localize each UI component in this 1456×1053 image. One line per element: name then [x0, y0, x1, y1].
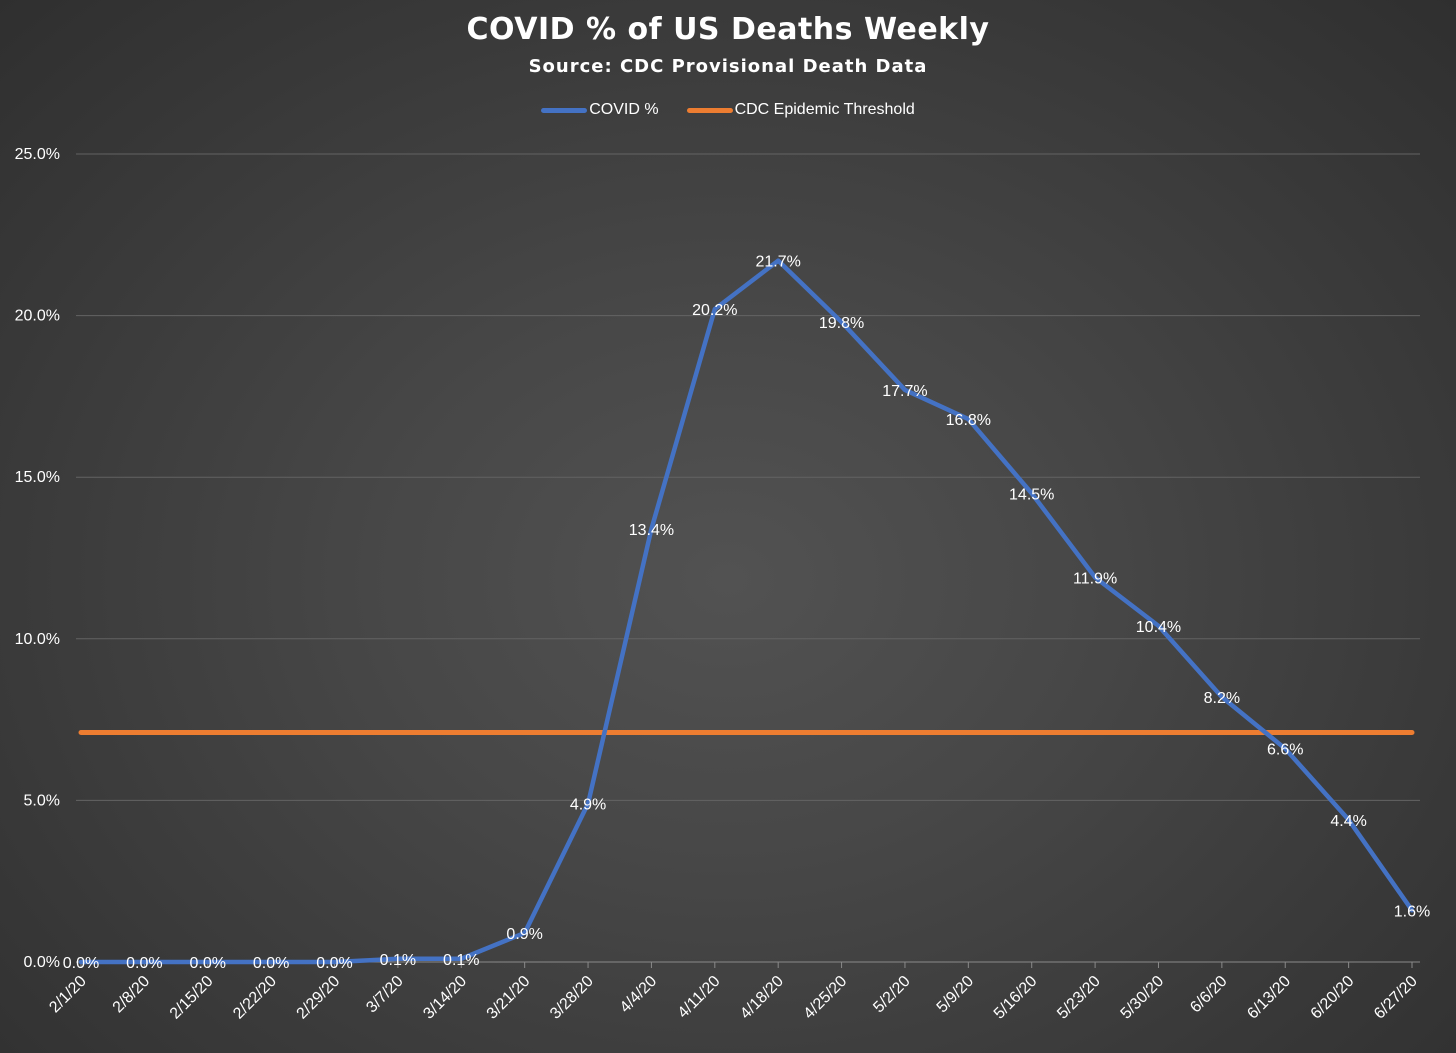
covid-data-point	[586, 801, 591, 806]
covid-data-label: 6.6%	[1267, 742, 1303, 759]
covid-data-label: 14.5%	[1009, 486, 1054, 503]
legend-item-threshold: CDC Epidemic Threshold	[686, 101, 915, 119]
legend-label-covid: COVID %	[589, 101, 659, 118]
x-tick-label: 4/18/20	[737, 973, 787, 1023]
covid-data-point	[79, 960, 83, 964]
y-tick-label: 5.0%	[24, 792, 60, 809]
covid-data-label: 0.1%	[443, 952, 479, 969]
x-tick-label: 6/20/20	[1308, 973, 1358, 1023]
covid-data-label: 19.8%	[819, 315, 864, 332]
x-tick-label: 5/23/20	[1054, 973, 1104, 1023]
covid-data-label: 0.9%	[506, 926, 542, 943]
x-tick-label: 5/2/20	[870, 973, 914, 1017]
covid-data-point	[712, 307, 717, 312]
covid-data-point	[1029, 491, 1034, 496]
covid-data-point	[269, 960, 274, 964]
x-tick-label: 2/15/20	[167, 973, 217, 1023]
x-tick-label: 6/13/20	[1244, 973, 1294, 1023]
covid-data-point	[776, 258, 781, 263]
x-tick-label: 2/29/20	[294, 973, 344, 1023]
covid-data-label: 13.4%	[629, 522, 674, 539]
covid-data-point	[395, 956, 400, 961]
chart-subtitle: Source: CDC Provisional Death Data	[528, 56, 928, 77]
covid-data-label: 0.0%	[63, 955, 99, 972]
y-tick-label: 10.0%	[15, 631, 60, 648]
covid-data-point	[649, 526, 654, 531]
chart-legend: COVID % CDC Epidemic Threshold	[0, 101, 1456, 119]
x-tick-label: 5/16/20	[991, 973, 1041, 1023]
covid-data-label: 0.0%	[126, 955, 162, 972]
covid-data-label: 16.8%	[946, 412, 991, 429]
covid-data-label: 4.9%	[570, 797, 606, 814]
chart-title: COVID % of US Deaths Weekly	[466, 12, 990, 47]
covid-data-point	[522, 930, 527, 935]
covid-series-line	[78, 258, 1415, 965]
covid-data-point	[1346, 817, 1351, 822]
y-tick-label: 25.0%	[15, 146, 60, 163]
covid-data-label: 8.2%	[1204, 690, 1240, 707]
x-tick-label: 3/7/20	[363, 973, 407, 1017]
legend-swatch-covid	[541, 107, 588, 113]
x-tick-label: 6/6/20	[1187, 973, 1231, 1017]
covid-data-point	[902, 387, 907, 392]
x-tick-label: 3/14/20	[420, 973, 470, 1023]
covid-data-label: 0.0%	[316, 955, 352, 972]
covid-data-point	[966, 417, 971, 422]
covid-data-label: 10.4%	[1136, 619, 1181, 636]
covid-data-point	[1283, 746, 1288, 751]
y-tick-label: 15.0%	[15, 469, 60, 486]
covid-data-label: 4.4%	[1330, 813, 1366, 830]
covid-data-label: 11.9%	[1073, 570, 1117, 587]
x-tick-label: 4/11/20	[675, 973, 724, 1022]
covid-data-point	[205, 960, 210, 964]
covid-data-point	[459, 956, 464, 961]
x-tick-label: 4/4/20	[617, 973, 661, 1017]
covid-data-label: 0.0%	[253, 955, 289, 972]
legend-label-threshold: CDC Epidemic Threshold	[734, 101, 915, 118]
covid-data-point	[839, 320, 844, 325]
covid-data-point	[1093, 575, 1098, 580]
covid-data-point	[332, 960, 337, 964]
x-tick-label: 2/22/20	[230, 973, 280, 1023]
covid-data-point	[1156, 623, 1161, 628]
covid-data-label: 20.2%	[692, 302, 737, 319]
covid-data-point	[1410, 908, 1414, 913]
covid-data-label: 1.6%	[1394, 903, 1430, 920]
x-tick-label: 6/27/20	[1371, 973, 1421, 1023]
legend-swatch-threshold	[686, 107, 733, 113]
covid-data-point	[142, 960, 147, 964]
x-tick-label: 5/30/20	[1118, 973, 1168, 1023]
covid-data-label: 17.7%	[882, 383, 927, 400]
y-tick-label: 20.0%	[15, 308, 60, 325]
covid-data-label: 0.1%	[380, 952, 416, 969]
x-tick-label: 2/8/20	[110, 973, 154, 1017]
covid-data-label: 21.7%	[756, 254, 801, 271]
x-tick-label: 5/9/20	[934, 973, 978, 1017]
covid-data-point	[1219, 694, 1224, 699]
y-tick-label: 0.0%	[24, 954, 60, 971]
x-tick-label: 4/25/20	[801, 973, 851, 1023]
x-tick-label: 2/1/20	[46, 973, 90, 1017]
legend-item-covid: COVID %	[541, 101, 659, 119]
x-tick-label: 3/28/20	[547, 973, 597, 1023]
covid-data-label: 0.0%	[190, 955, 226, 972]
x-tick-label: 3/21/20	[484, 973, 534, 1023]
